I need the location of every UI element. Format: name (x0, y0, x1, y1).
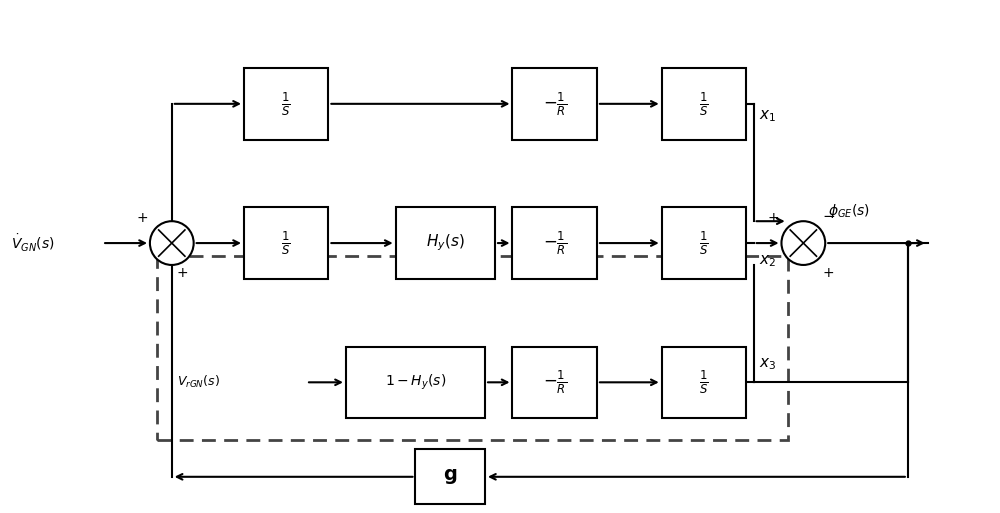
FancyBboxPatch shape (662, 207, 746, 279)
Text: $+$: $+$ (176, 266, 188, 280)
FancyBboxPatch shape (346, 346, 485, 418)
Text: $\frac{1}{S}$: $\frac{1}{S}$ (699, 229, 709, 257)
Circle shape (781, 221, 825, 265)
FancyBboxPatch shape (662, 346, 746, 418)
FancyBboxPatch shape (244, 68, 328, 140)
FancyBboxPatch shape (512, 207, 597, 279)
FancyBboxPatch shape (512, 346, 597, 418)
FancyBboxPatch shape (396, 207, 495, 279)
Text: $\phi_{GE}(s)$: $\phi_{GE}(s)$ (828, 202, 870, 220)
Text: $-\frac{1}{R}$: $-\frac{1}{R}$ (543, 229, 567, 257)
Text: $\frac{1}{S}$: $\frac{1}{S}$ (699, 369, 709, 396)
Text: $V_{rGN}(s)$: $V_{rGN}(s)$ (177, 374, 220, 390)
Text: $x_2$: $x_2$ (759, 253, 776, 269)
Text: $\mathbf{g}$: $\mathbf{g}$ (443, 467, 457, 486)
Text: $+$: $+$ (767, 211, 780, 225)
Text: $-\frac{1}{R}$: $-\frac{1}{R}$ (543, 369, 567, 396)
Bar (157, 256, 788, 440)
Text: $\frac{1}{S}$: $\frac{1}{S}$ (281, 90, 291, 117)
Text: $\frac{1}{S}$: $\frac{1}{S}$ (281, 229, 291, 257)
FancyBboxPatch shape (244, 207, 328, 279)
Text: $-$: $-$ (822, 208, 835, 222)
Text: $+$: $+$ (136, 211, 148, 225)
Text: $+$: $+$ (822, 266, 834, 280)
Text: $-\frac{1}{R}$: $-\frac{1}{R}$ (543, 90, 567, 117)
Text: $x_3$: $x_3$ (759, 357, 776, 372)
FancyBboxPatch shape (415, 449, 485, 504)
FancyBboxPatch shape (512, 68, 597, 140)
Text: $x_1$: $x_1$ (759, 108, 776, 124)
Circle shape (150, 221, 194, 265)
Text: $\dot{V}_{GN}(s)$: $\dot{V}_{GN}(s)$ (11, 232, 54, 253)
Text: $1-H_y(s)$: $1-H_y(s)$ (385, 372, 446, 392)
Text: $H_y(s)$: $H_y(s)$ (426, 233, 465, 253)
FancyBboxPatch shape (662, 68, 746, 140)
Text: $\frac{1}{S}$: $\frac{1}{S}$ (699, 90, 709, 117)
